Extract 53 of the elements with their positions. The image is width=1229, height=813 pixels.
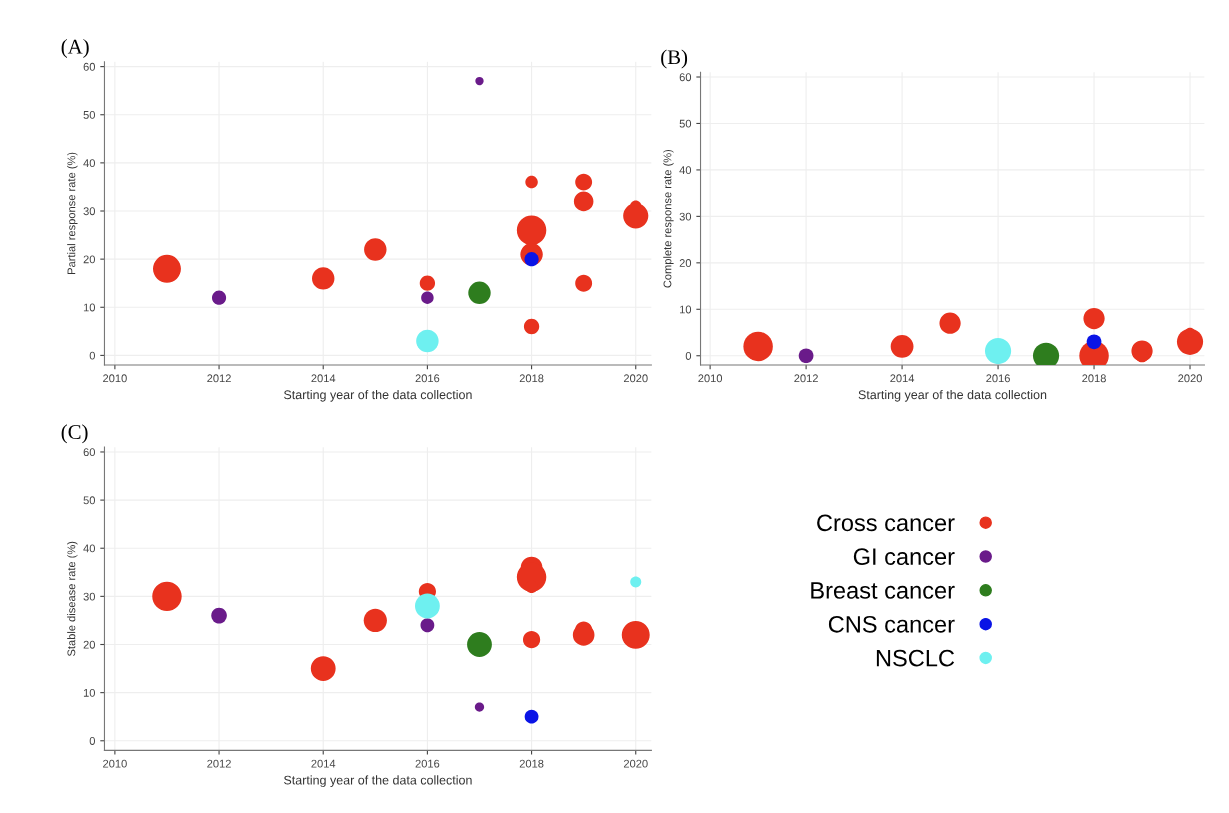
- x-tick-label: 2018: [1082, 374, 1106, 383]
- x-tick-label: 2014: [311, 374, 336, 383]
- y-tick-label: 40: [83, 544, 95, 553]
- y-tick-label: 10: [83, 688, 95, 697]
- x-tick-label: 2020: [623, 374, 648, 383]
- x-tick-label: 2018: [519, 759, 544, 768]
- y-tick-label: 20: [83, 255, 95, 264]
- x-axis-title: Starting year of the data collection: [858, 389, 1047, 402]
- y-tick-label: 10: [83, 303, 95, 312]
- y-tick-label: 30: [83, 207, 95, 216]
- legend-label: GI cancer: [853, 548, 955, 565]
- chart-title: (A): [61, 39, 89, 58]
- y-axis-title: Partial response rate (%): [67, 152, 78, 274]
- legend-label: NSCLC: [876, 649, 955, 667]
- y-tick-label: 0: [685, 352, 692, 360]
- y-axis-title: Complete response rate (%): [663, 149, 674, 288]
- y-tick-label: 50: [679, 119, 692, 128]
- y-tick-label: 60: [83, 448, 95, 457]
- y-axis-title: Stable disease rate (%): [67, 541, 78, 657]
- y-tick-label: 0: [89, 737, 95, 745]
- y-tick-label: 60: [679, 73, 692, 82]
- x-tick-label: 2020: [1178, 374, 1202, 383]
- x-tick-label: 2018: [519, 374, 544, 383]
- x-tick-label: 2012: [794, 374, 818, 383]
- x-tick-label: 2020: [623, 759, 648, 768]
- y-tick-label: 40: [679, 166, 692, 175]
- y-tick-label: 0: [89, 351, 95, 360]
- y-tick-label: 50: [83, 111, 95, 119]
- x-tick-label: 2014: [311, 759, 336, 768]
- x-tick-label: 2010: [698, 374, 723, 383]
- y-tick-label: 60: [83, 62, 95, 71]
- y-tick-label: 20: [679, 259, 692, 267]
- x-tick-label: 2010: [103, 759, 127, 768]
- y-tick-label: 30: [679, 212, 692, 221]
- x-tick-label: 2016: [415, 374, 440, 383]
- x-axis-title: Starting year of the data collection: [283, 389, 472, 402]
- x-axis-title: Starting year of the data collection: [283, 775, 472, 787]
- x-tick-label: 2012: [207, 759, 231, 768]
- legend-label: Cross cancer: [817, 514, 955, 532]
- y-tick-label: 20: [83, 640, 95, 649]
- x-tick-label: 2012: [207, 374, 231, 383]
- chart-title: (B): [661, 49, 688, 69]
- chart-title: (C): [61, 424, 88, 444]
- legend-label: Breast cancer: [811, 582, 955, 599]
- y-tick-label: 10: [679, 305, 692, 314]
- x-tick-label: 2016: [986, 374, 1010, 383]
- y-tick-label: 40: [83, 159, 95, 168]
- y-tick-label: 50: [83, 496, 95, 505]
- y-tick-label: 30: [83, 592, 95, 601]
- x-tick-label: 2014: [890, 374, 915, 383]
- x-tick-label: 2010: [103, 374, 127, 383]
- x-tick-label: 2016: [415, 759, 440, 768]
- legend-label: CNS cancer: [828, 615, 955, 633]
